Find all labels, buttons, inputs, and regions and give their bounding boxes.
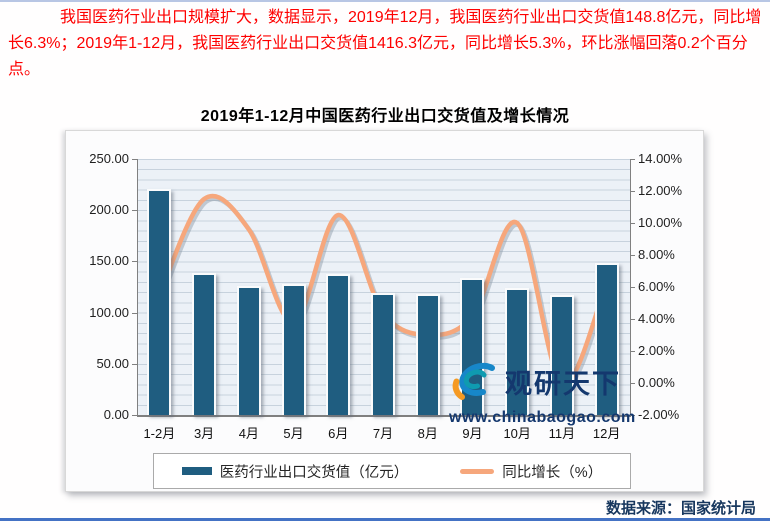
left-axis-tick-label: 0.00 bbox=[103, 407, 129, 422]
source-note: 数据来源：国家统计局 bbox=[605, 500, 756, 517]
x-axis-label: 4月 bbox=[238, 426, 259, 441]
x-axis-label: 12月 bbox=[592, 426, 621, 441]
right-axis-tick-label: 14.00% bbox=[638, 151, 683, 166]
right-axis-tick-label: 10.00% bbox=[638, 215, 683, 230]
right-axis-tickmark bbox=[630, 319, 635, 320]
right-axis-tick-label: 0.00% bbox=[638, 375, 675, 390]
watermark-swirl-logo-icon bbox=[449, 355, 499, 408]
right-axis-tickmark bbox=[630, 223, 635, 224]
intro-paragraph: 我国医药行业出口规模扩大，数据显示，2019年12月，我国医药行业出口交货值14… bbox=[8, 9, 762, 78]
left-axis-tickmark bbox=[132, 159, 137, 160]
x-axis-label: 9月 bbox=[462, 426, 483, 441]
right-axis-tickmark bbox=[630, 351, 635, 352]
right-axis-tick-label: 2.00% bbox=[638, 343, 675, 358]
x-axis-label: 11月 bbox=[548, 426, 576, 441]
left-axis-tickmark bbox=[132, 415, 137, 416]
x-axis-label: 3月 bbox=[193, 426, 215, 441]
bar-3月 bbox=[192, 272, 217, 415]
x-axis-label: 8月 bbox=[417, 426, 438, 441]
bar-4月 bbox=[236, 286, 261, 415]
right-axis-tickmark bbox=[630, 287, 635, 288]
right-axis-tickmark bbox=[630, 255, 635, 256]
left-axis-tickmark bbox=[132, 312, 137, 314]
right-axis-tick-label: 8.00% bbox=[638, 247, 675, 262]
chart-canvas: 医药行业出口交货值（亿元） 同比增长（%） 观研天下 www.chinabaoga… bbox=[65, 130, 704, 492]
right-axis-tickmark bbox=[630, 159, 635, 160]
left-axis-tickmark bbox=[132, 363, 137, 365]
legend-swatch-bar-icon bbox=[181, 467, 212, 475]
right-axis-tick-label: 6.00% bbox=[638, 279, 675, 294]
chart-legend: 医药行业出口交货值（亿元） 同比增长（%） bbox=[153, 453, 631, 489]
x-axis-label: 6月 bbox=[328, 426, 349, 441]
watermark-url: www.chinabaogao.com bbox=[449, 409, 636, 426]
legend-item-line: 同比增长（%） bbox=[460, 461, 602, 482]
bottom-divider bbox=[0, 518, 770, 521]
left-axis-tick-label: 50.00 bbox=[96, 355, 129, 371]
left-axis-tick-label: 100.00 bbox=[89, 304, 129, 320]
left-axis-tick-label: 200.00 bbox=[89, 202, 129, 218]
watermark-brand: 观研天下 bbox=[505, 369, 621, 399]
x-axis-label: 10月 bbox=[503, 426, 531, 441]
x-axis-label: 5月 bbox=[283, 426, 304, 441]
bar-7月 bbox=[371, 292, 395, 415]
top-divider bbox=[0, 0, 770, 2]
right-axis-tick-label: 4.00% bbox=[638, 311, 675, 326]
left-axis-tick-label: 150.00 bbox=[89, 253, 129, 269]
bar-1-2月 bbox=[147, 189, 172, 415]
x-axis-label: 1-2月 bbox=[143, 426, 176, 441]
right-axis-tickmark bbox=[630, 415, 635, 416]
left-axis-tickmark bbox=[132, 210, 137, 212]
watermark: 观研天下 www.chinabaogao.com bbox=[449, 355, 649, 427]
right-axis-tickmark bbox=[630, 383, 635, 384]
left-axis-tick-label: 250.00 bbox=[89, 151, 129, 166]
legend-label: 同比增长（%） bbox=[502, 464, 603, 481]
legend-label: 医药行业出口交货值（亿元） bbox=[219, 464, 409, 481]
bar-8月 bbox=[415, 293, 440, 415]
right-axis-tick-label: -2.00% bbox=[638, 407, 680, 422]
right-axis-tickmark bbox=[630, 191, 635, 192]
bar-5月 bbox=[281, 284, 306, 415]
bar-6月 bbox=[326, 274, 351, 415]
chart-title: 2019年1-12月中国医药行业出口交货值及增长情况 bbox=[200, 108, 570, 125]
x-axis-label: 7月 bbox=[372, 426, 394, 441]
right-axis-tick-label: 12.00% bbox=[638, 183, 683, 198]
legend-item-bar: 医药行业出口交货值（亿元） bbox=[181, 461, 409, 482]
left-axis-tickmark bbox=[132, 261, 137, 263]
bar-11月 bbox=[549, 295, 574, 415]
legend-swatch-line-icon bbox=[460, 468, 495, 474]
bar-12月 bbox=[594, 262, 619, 415]
bar-10月 bbox=[505, 287, 530, 415]
